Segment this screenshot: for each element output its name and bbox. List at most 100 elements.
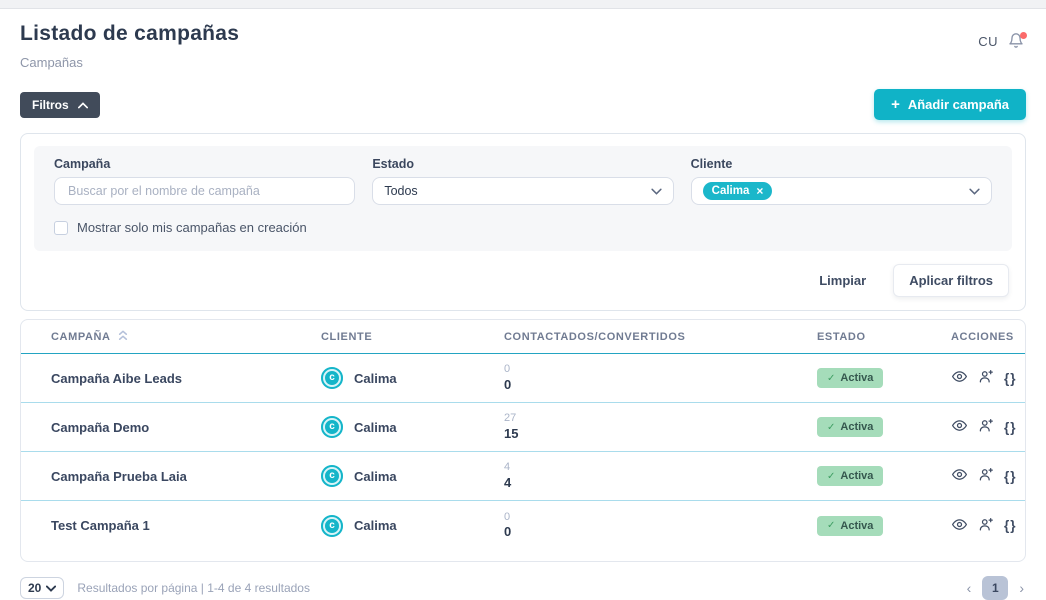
view-campaign-button[interactable] xyxy=(951,467,968,485)
braces-icon: {} xyxy=(1004,468,1017,484)
chip-remove-icon[interactable]: × xyxy=(756,184,764,198)
contacted-count: 0 xyxy=(504,363,511,376)
filters-fields-row: Campaña Estado Todos Cliente xyxy=(54,157,992,205)
column-header-client: CLIENTE xyxy=(321,330,373,343)
status-select[interactable]: Todos xyxy=(372,177,674,205)
client-avatar: c xyxy=(321,367,343,389)
status-cell: ✓ Activa xyxy=(817,368,951,389)
page-header: Listado de campañas Campañas CU xyxy=(20,22,1027,70)
column-header-campaign[interactable]: CAMPAÑA xyxy=(51,330,321,344)
view-campaign-button[interactable] xyxy=(951,517,968,535)
clear-filters-button[interactable]: Limpiar xyxy=(819,273,867,288)
campaign-filter-label: Campaña xyxy=(54,157,111,171)
sort-ascending-icon[interactable] xyxy=(118,330,128,344)
table-row[interactable]: Campaña Aibe Leads c Calima 0 0 ✓ Activa xyxy=(21,354,1025,403)
notifications-button[interactable] xyxy=(1008,32,1027,53)
campaign-name[interactable]: Test Campaña 1 xyxy=(51,518,150,533)
assign-user-button[interactable] xyxy=(978,517,994,535)
bell-icon xyxy=(1008,33,1024,53)
check-icon: ✓ xyxy=(827,520,836,532)
filters-fields-area: Campaña Estado Todos Cliente xyxy=(34,146,1012,251)
client-avatar: c xyxy=(321,416,343,438)
user-menu[interactable]: CU xyxy=(978,33,998,49)
status-filter-field: Estado Todos xyxy=(372,157,674,205)
client-chip-label: Calima xyxy=(711,185,750,197)
person-add-icon xyxy=(978,369,994,387)
filters-toggle-button[interactable]: Filtros xyxy=(20,91,100,118)
check-icon: ✓ xyxy=(827,372,836,384)
page-header-right: CU xyxy=(978,32,1027,53)
code-config-button[interactable]: {} xyxy=(1004,469,1017,484)
table-row[interactable]: Campaña Demo c Calima 27 15 ✓ Activa xyxy=(21,403,1025,452)
page-header-left: Listado de campañas Campañas xyxy=(20,22,239,70)
table-row[interactable]: Campaña Prueba Laia c Calima 4 4 ✓ Activ… xyxy=(21,452,1025,501)
results-per-page-area: 20 Resultados por página | 1-4 de 4 resu… xyxy=(20,577,310,599)
check-icon: ✓ xyxy=(827,421,836,433)
client-avatar-letter: c xyxy=(329,470,335,481)
converted-count: 0 xyxy=(504,524,512,540)
client-avatar-letter: c xyxy=(329,372,335,383)
campaign-name[interactable]: Campaña Demo xyxy=(51,419,150,435)
chevron-down-icon xyxy=(651,182,662,200)
column-header-status: ESTADO xyxy=(817,330,866,343)
table-row[interactable]: Test Campaña 1 c Calima 0 0 ✓ Activa xyxy=(21,501,1025,550)
my-campaigns-checkbox-row[interactable]: Mostrar solo mis campañas en creación xyxy=(54,220,992,235)
status-badge-label: Activa xyxy=(840,519,874,532)
chevron-down-icon xyxy=(46,581,57,595)
status-badge: ✓ Activa xyxy=(817,417,884,438)
client-select[interactable]: Calima × xyxy=(690,177,992,205)
client-filter-label: Cliente xyxy=(690,157,733,171)
converted-count: 15 xyxy=(504,425,519,441)
my-campaigns-checkbox[interactable] xyxy=(54,220,68,235)
table-header-row: CAMPAÑA CLIENTE CONTACTADOS/CONVERTIDOS … xyxy=(21,320,1025,354)
notification-badge xyxy=(1020,32,1027,39)
client-name: Calima xyxy=(354,468,397,484)
prev-page-button[interactable]: ‹ xyxy=(966,580,972,596)
status-badge-label: Activa xyxy=(840,470,874,483)
results-summary: Resultados por página | 1-4 de 4 resulta… xyxy=(77,581,310,595)
person-add-icon xyxy=(978,467,994,485)
code-config-button[interactable]: {} xyxy=(1004,371,1017,386)
code-config-button[interactable]: {} xyxy=(1004,420,1017,435)
assign-user-button[interactable] xyxy=(978,369,994,387)
filters-actions-row: Limpiar Aplicar filtros xyxy=(34,251,1012,310)
contacted-count: 0 xyxy=(504,510,511,523)
status-cell: ✓ Activa xyxy=(817,515,951,536)
client-name: Calima xyxy=(354,518,397,533)
eye-icon xyxy=(951,467,968,485)
assign-user-button[interactable] xyxy=(978,467,994,485)
contacted-count: 4 xyxy=(504,461,511,474)
table-body: Campaña Aibe Leads c Calima 0 0 ✓ Activa xyxy=(21,354,1025,550)
client-filter-field: Cliente Calima × xyxy=(690,157,992,205)
plus-icon: + xyxy=(891,96,900,113)
breadcrumb[interactable]: Campañas xyxy=(20,55,83,70)
eye-icon xyxy=(951,369,968,387)
status-badge-label: Activa xyxy=(840,372,874,385)
status-select-value: Todos xyxy=(384,184,418,198)
assign-user-button[interactable] xyxy=(978,418,994,436)
page-size-select[interactable]: 20 xyxy=(20,577,65,599)
client-avatar-letter: c xyxy=(329,421,335,432)
client-cell: c Calima xyxy=(321,367,504,389)
page-title: Listado de campañas xyxy=(20,22,240,45)
add-campaign-button[interactable]: + Añadir campaña xyxy=(874,89,1026,120)
client-chip-calima: Calima × xyxy=(702,182,773,200)
campaign-search-input[interactable] xyxy=(54,177,356,205)
client-avatar-letter: c xyxy=(329,519,335,531)
filters-panel: Campaña Estado Todos Cliente xyxy=(20,133,1026,311)
actions-cell: {} xyxy=(951,467,1017,485)
page-1-button[interactable]: 1 xyxy=(982,576,1009,600)
status-cell: ✓ Activa xyxy=(817,417,951,438)
contacted-converted-cell: 4 4 xyxy=(504,460,817,491)
view-campaign-button[interactable] xyxy=(951,418,968,436)
actions-cell: {} xyxy=(951,369,1017,387)
status-badge: ✓ Activa xyxy=(817,368,884,389)
converted-count: 4 xyxy=(504,474,512,490)
view-campaign-button[interactable] xyxy=(951,369,968,387)
apply-filters-button[interactable]: Aplicar filtros xyxy=(893,264,1009,297)
campaigns-table: CAMPAÑA CLIENTE CONTACTADOS/CONVERTIDOS … xyxy=(20,319,1026,562)
next-page-button[interactable]: › xyxy=(1019,580,1024,596)
campaign-name[interactable]: Campaña Prueba Laia xyxy=(51,468,187,484)
code-config-button[interactable]: {} xyxy=(1004,518,1017,533)
campaign-name[interactable]: Campaña Aibe Leads xyxy=(51,370,183,386)
